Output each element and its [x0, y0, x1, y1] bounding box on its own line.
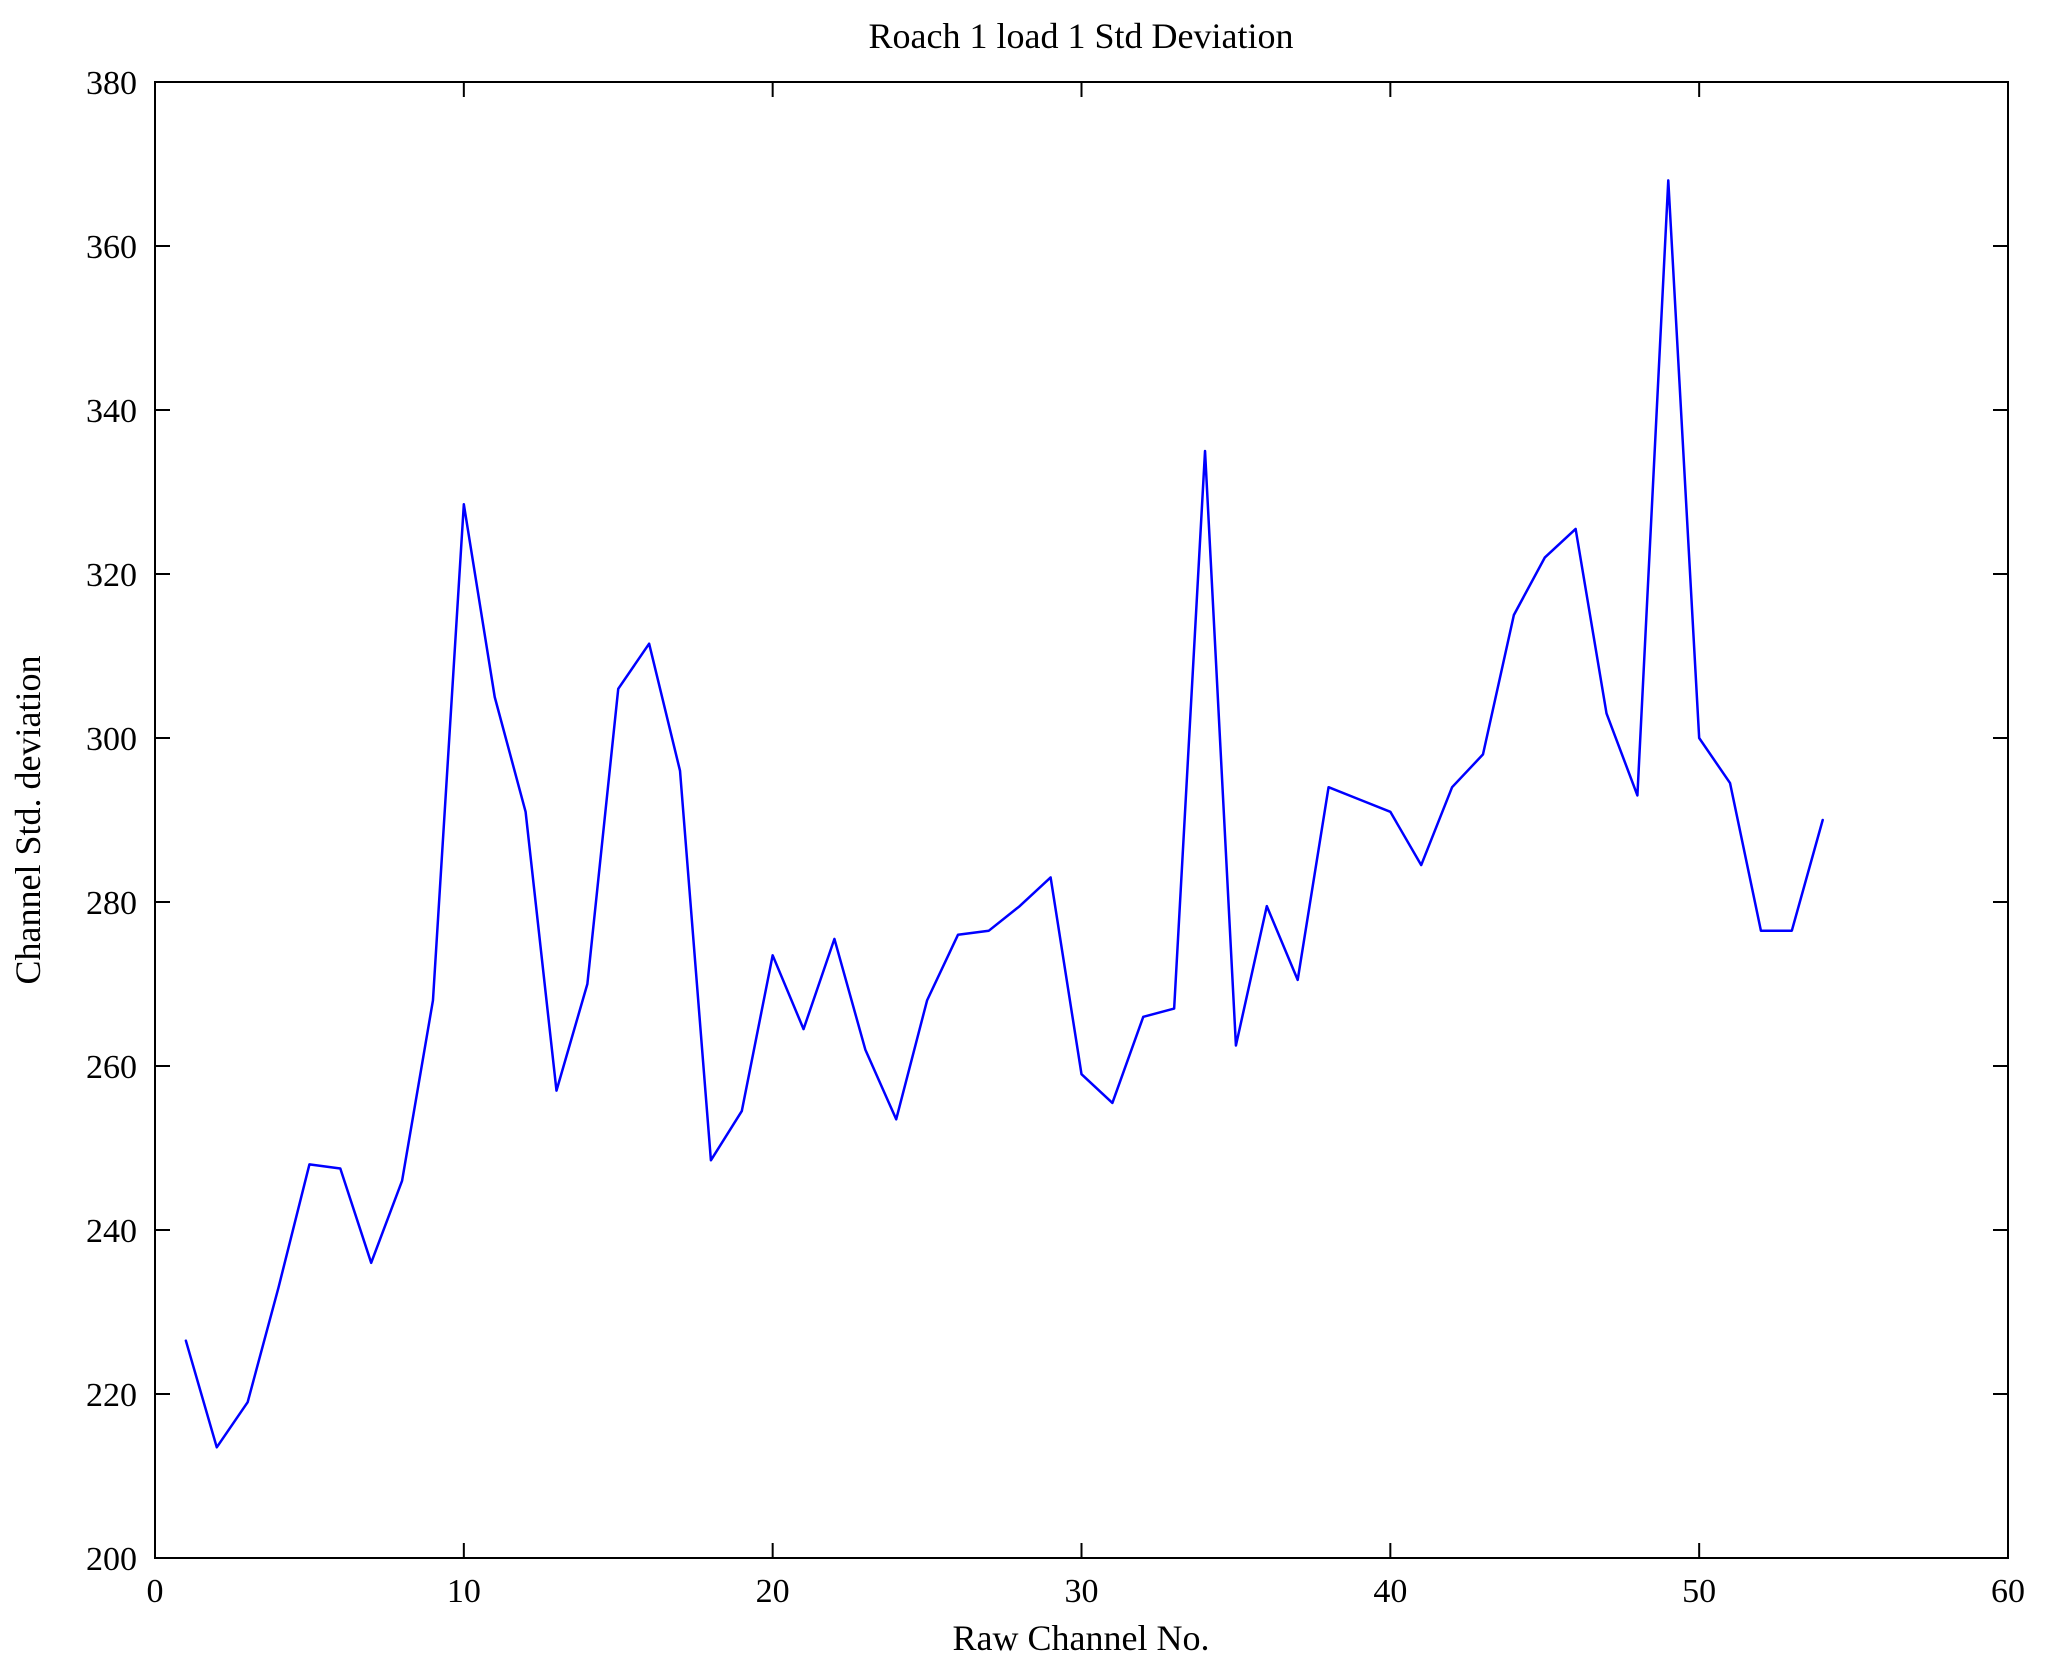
x-tick-label: 60	[1991, 1573, 2025, 1610]
plot-area	[155, 82, 2008, 1558]
series-line	[184, 179, 1824, 1449]
x-tick-label: 20	[756, 1573, 790, 1610]
axes-frame	[154, 81, 2009, 1559]
y-tick-label: 300	[86, 721, 137, 758]
y-tick-label: 320	[86, 557, 137, 594]
y-axis-label: Channel Std. deviation	[8, 656, 48, 985]
y-tick-label: 200	[86, 1541, 137, 1578]
y-tick-label: 240	[86, 1213, 137, 1250]
y-tick-label: 380	[86, 65, 137, 102]
x-tick-label: 0	[147, 1573, 164, 1610]
y-tick-label: 220	[86, 1377, 137, 1414]
y-tick-label: 260	[86, 1049, 137, 1086]
x-axis-label: Raw Channel No.	[953, 1618, 1210, 1658]
y-tick-label: 360	[86, 229, 137, 266]
x-tick-label: 40	[1373, 1573, 1407, 1610]
x-tick-label: 30	[1065, 1573, 1099, 1610]
y-tick-label: 340	[86, 393, 137, 430]
y-tick-label: 280	[86, 885, 137, 922]
x-tick-label: 50	[1682, 1573, 1716, 1610]
x-tick-label: 10	[447, 1573, 481, 1610]
chart-title: Roach 1 load 1 Std Deviation	[869, 16, 1294, 56]
axis-tick-labels: 0 10 20 30 40 50 60 200 220 240 260 280 300 320 340 360…	[86, 65, 2025, 1610]
data-series	[184, 179, 1824, 1449]
